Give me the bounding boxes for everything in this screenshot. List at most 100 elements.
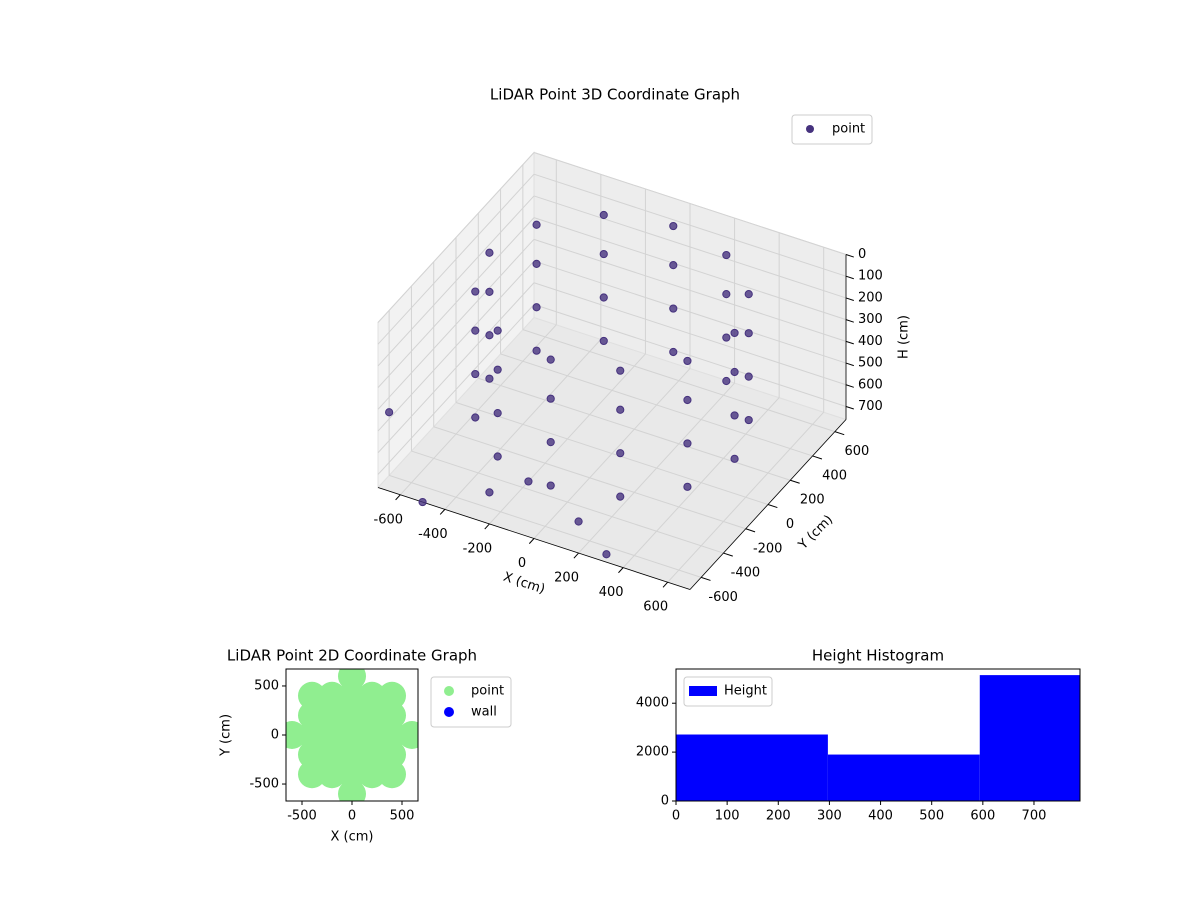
point [730, 367, 739, 377]
point [669, 261, 678, 270]
z-tick-label: 400 [858, 334, 883, 349]
grid-line [377, 282, 535, 454]
x-tick-label: 600 [970, 809, 995, 824]
grid-line [377, 217, 535, 388]
point [338, 740, 366, 769]
y-tick-label: 4000 [636, 696, 669, 711]
z-tick [845, 405, 854, 410]
y-tick-label: 0 [271, 728, 279, 743]
point [318, 721, 346, 749]
x-tick-label: 500 [390, 809, 415, 824]
grid-line [377, 239, 535, 410]
point [485, 248, 494, 257]
chart-title: LiDAR Point 2D Coordinate Graph [227, 647, 477, 665]
x-tick-label: 300 [817, 809, 842, 824]
point [358, 740, 386, 769]
x-tick [484, 523, 490, 530]
grid-line [533, 260, 847, 364]
x-tick [528, 538, 535, 544]
point [722, 250, 731, 260]
point [683, 482, 692, 491]
y-tick-label: 0 [661, 794, 669, 809]
grid-line [522, 329, 836, 433]
x-tick-label: 0 [518, 556, 526, 571]
legend-label: point [471, 684, 504, 699]
point [493, 365, 502, 374]
point [599, 249, 608, 259]
point [616, 492, 625, 501]
grid-line [533, 282, 847, 386]
y-tick [812, 455, 823, 460]
grid-line [533, 173, 847, 277]
point [338, 779, 366, 801]
point [532, 303, 541, 312]
x-tick-label: -200 [463, 541, 493, 556]
point [471, 287, 480, 296]
grid-line [411, 450, 724, 554]
point [524, 477, 533, 486]
z-tick-label: 500 [858, 356, 883, 371]
point [730, 411, 739, 420]
point [669, 304, 678, 313]
z-tick [845, 297, 854, 301]
point [683, 356, 692, 366]
z-tick [845, 340, 854, 345]
legend-frame [791, 114, 873, 145]
point [378, 681, 406, 710]
legend: point [791, 114, 873, 145]
point [744, 372, 753, 381]
z-tick [845, 319, 854, 323]
z-axis-label: H (cm) [897, 315, 912, 359]
point [378, 760, 406, 789]
grid-line [377, 195, 535, 367]
axis-line [689, 419, 847, 590]
axis-line [377, 487, 691, 590]
y-tick-label: -200 [753, 541, 783, 556]
point [358, 701, 386, 730]
y-tick [767, 504, 778, 509]
point [616, 366, 625, 375]
legend: point wall [430, 676, 512, 728]
point [532, 220, 541, 229]
x-axis-label: X (cm) [331, 830, 374, 845]
point [599, 293, 608, 302]
point [616, 405, 625, 414]
grid-line [388, 474, 702, 578]
y-tick-label: 400 [822, 468, 847, 483]
point [318, 701, 346, 730]
y-tick-label: 600 [844, 444, 869, 459]
point [485, 374, 494, 383]
grid-line [455, 402, 769, 505]
axes-frame [285, 668, 419, 802]
grid-line [533, 238, 847, 342]
point [378, 721, 406, 749]
grid-line [500, 353, 813, 457]
point [471, 326, 480, 335]
point [730, 454, 739, 463]
point [669, 221, 678, 231]
x-tick-label: 700 [1022, 809, 1047, 824]
point [722, 290, 731, 299]
x-tick-label: 100 [715, 809, 740, 824]
point [471, 413, 480, 422]
point [546, 481, 555, 490]
point [298, 681, 326, 710]
point [338, 701, 366, 730]
point [493, 409, 502, 418]
x-tick-label: -400 [418, 527, 448, 542]
z-tick [845, 362, 854, 367]
point [338, 721, 366, 749]
point [574, 517, 583, 526]
x-tick-label: 200 [554, 571, 579, 586]
grid-line [533, 195, 847, 299]
point [599, 336, 608, 346]
x-tick [618, 567, 624, 574]
bar [979, 675, 1080, 801]
y-tick-label: -400 [731, 566, 761, 581]
axes-frame [675, 668, 1081, 802]
legend-marker [444, 686, 454, 696]
x-tick-label: -600 [374, 512, 404, 527]
point [485, 331, 494, 340]
x-tick [573, 552, 579, 559]
point [485, 488, 494, 497]
